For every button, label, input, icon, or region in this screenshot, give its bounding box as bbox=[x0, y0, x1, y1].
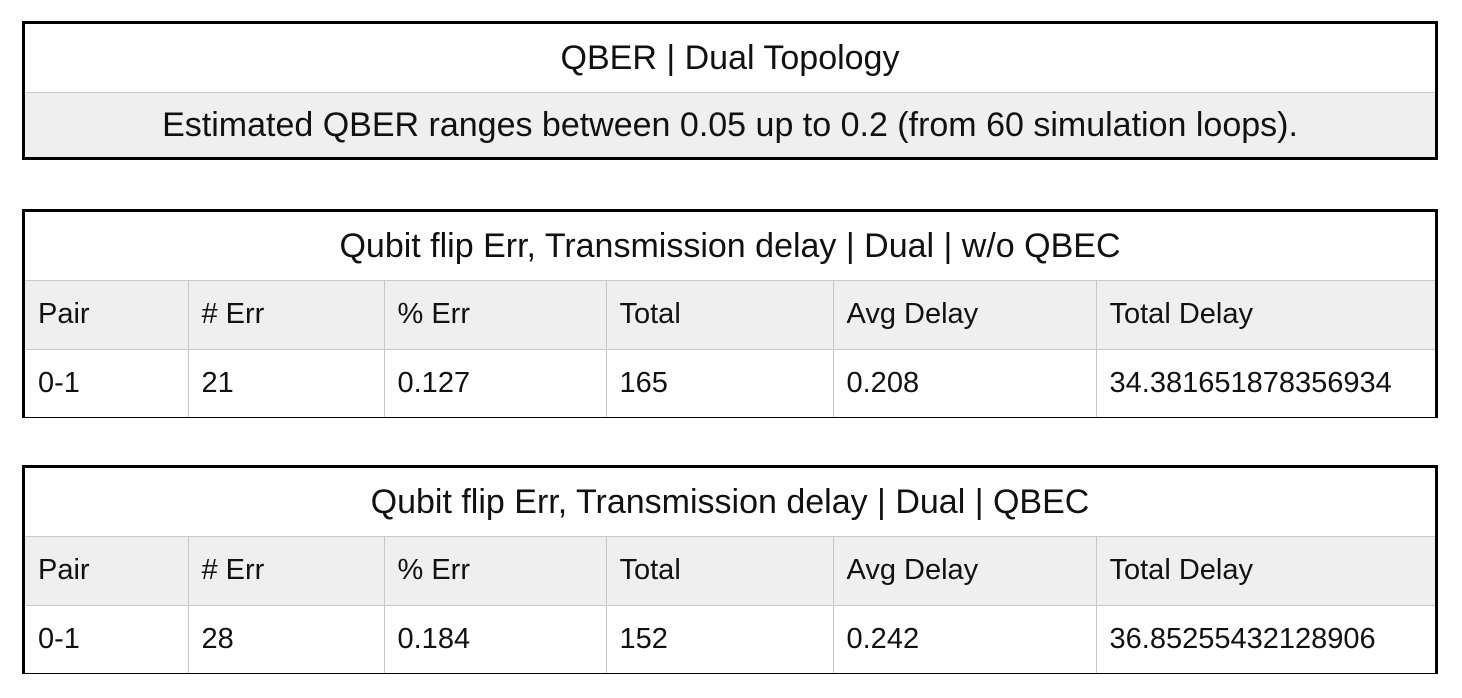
table-row: 0-1 28 0.184 152 0.242 36.85255432128906 bbox=[25, 605, 1435, 673]
table-header-row: Pair # Err % Err Total Avg Delay Total D… bbox=[25, 281, 1435, 350]
header-pair: Pair bbox=[25, 281, 189, 350]
cell-err-count: 28 bbox=[188, 605, 385, 673]
header-total: Total bbox=[606, 281, 834, 350]
qber-panel-title: QBER | Dual Topology bbox=[25, 24, 1435, 93]
cell-total-delay: 34.381651878356934 bbox=[1096, 349, 1435, 417]
cell-avg-delay: 0.208 bbox=[833, 349, 1097, 417]
qbec-table-panel: Qubit flip Err, Transmission delay | Dua… bbox=[22, 465, 1438, 674]
cell-err-percent: 0.127 bbox=[384, 349, 607, 417]
qber-summary-panel: QBER | Dual Topology Estimated QBER rang… bbox=[22, 21, 1438, 160]
header-err-percent: % Err bbox=[384, 281, 607, 350]
qber-panel-description: Estimated QBER ranges between 0.05 up to… bbox=[25, 93, 1435, 157]
header-err-count: # Err bbox=[188, 281, 385, 350]
header-avg-delay: Avg Delay bbox=[833, 281, 1097, 350]
header-err-count: # Err bbox=[188, 537, 385, 606]
no-qbec-table-panel: Qubit flip Err, Transmission delay | Dua… bbox=[22, 209, 1438, 418]
header-avg-delay: Avg Delay bbox=[833, 537, 1097, 606]
no-qbec-table: Pair # Err % Err Total Avg Delay Total D… bbox=[25, 281, 1435, 417]
header-err-percent: % Err bbox=[384, 537, 607, 606]
cell-err-percent: 0.184 bbox=[384, 605, 607, 673]
table-row: 0-1 21 0.127 165 0.208 34.38165187835693… bbox=[25, 349, 1435, 417]
header-pair: Pair bbox=[25, 537, 189, 606]
cell-total: 152 bbox=[606, 605, 834, 673]
cell-total: 165 bbox=[606, 349, 834, 417]
header-total-delay: Total Delay bbox=[1096, 281, 1435, 350]
qbec-table-title: Qubit flip Err, Transmission delay | Dua… bbox=[25, 468, 1435, 537]
table-header-row: Pair # Err % Err Total Avg Delay Total D… bbox=[25, 537, 1435, 606]
no-qbec-table-title: Qubit flip Err, Transmission delay | Dua… bbox=[25, 212, 1435, 281]
qbec-table: Pair # Err % Err Total Avg Delay Total D… bbox=[25, 537, 1435, 673]
cell-pair: 0-1 bbox=[25, 605, 189, 673]
cell-err-count: 21 bbox=[188, 349, 385, 417]
cell-pair: 0-1 bbox=[25, 349, 189, 417]
cell-avg-delay: 0.242 bbox=[833, 605, 1097, 673]
header-total-delay: Total Delay bbox=[1096, 537, 1435, 606]
header-total: Total bbox=[606, 537, 834, 606]
cell-total-delay: 36.85255432128906 bbox=[1096, 605, 1435, 673]
